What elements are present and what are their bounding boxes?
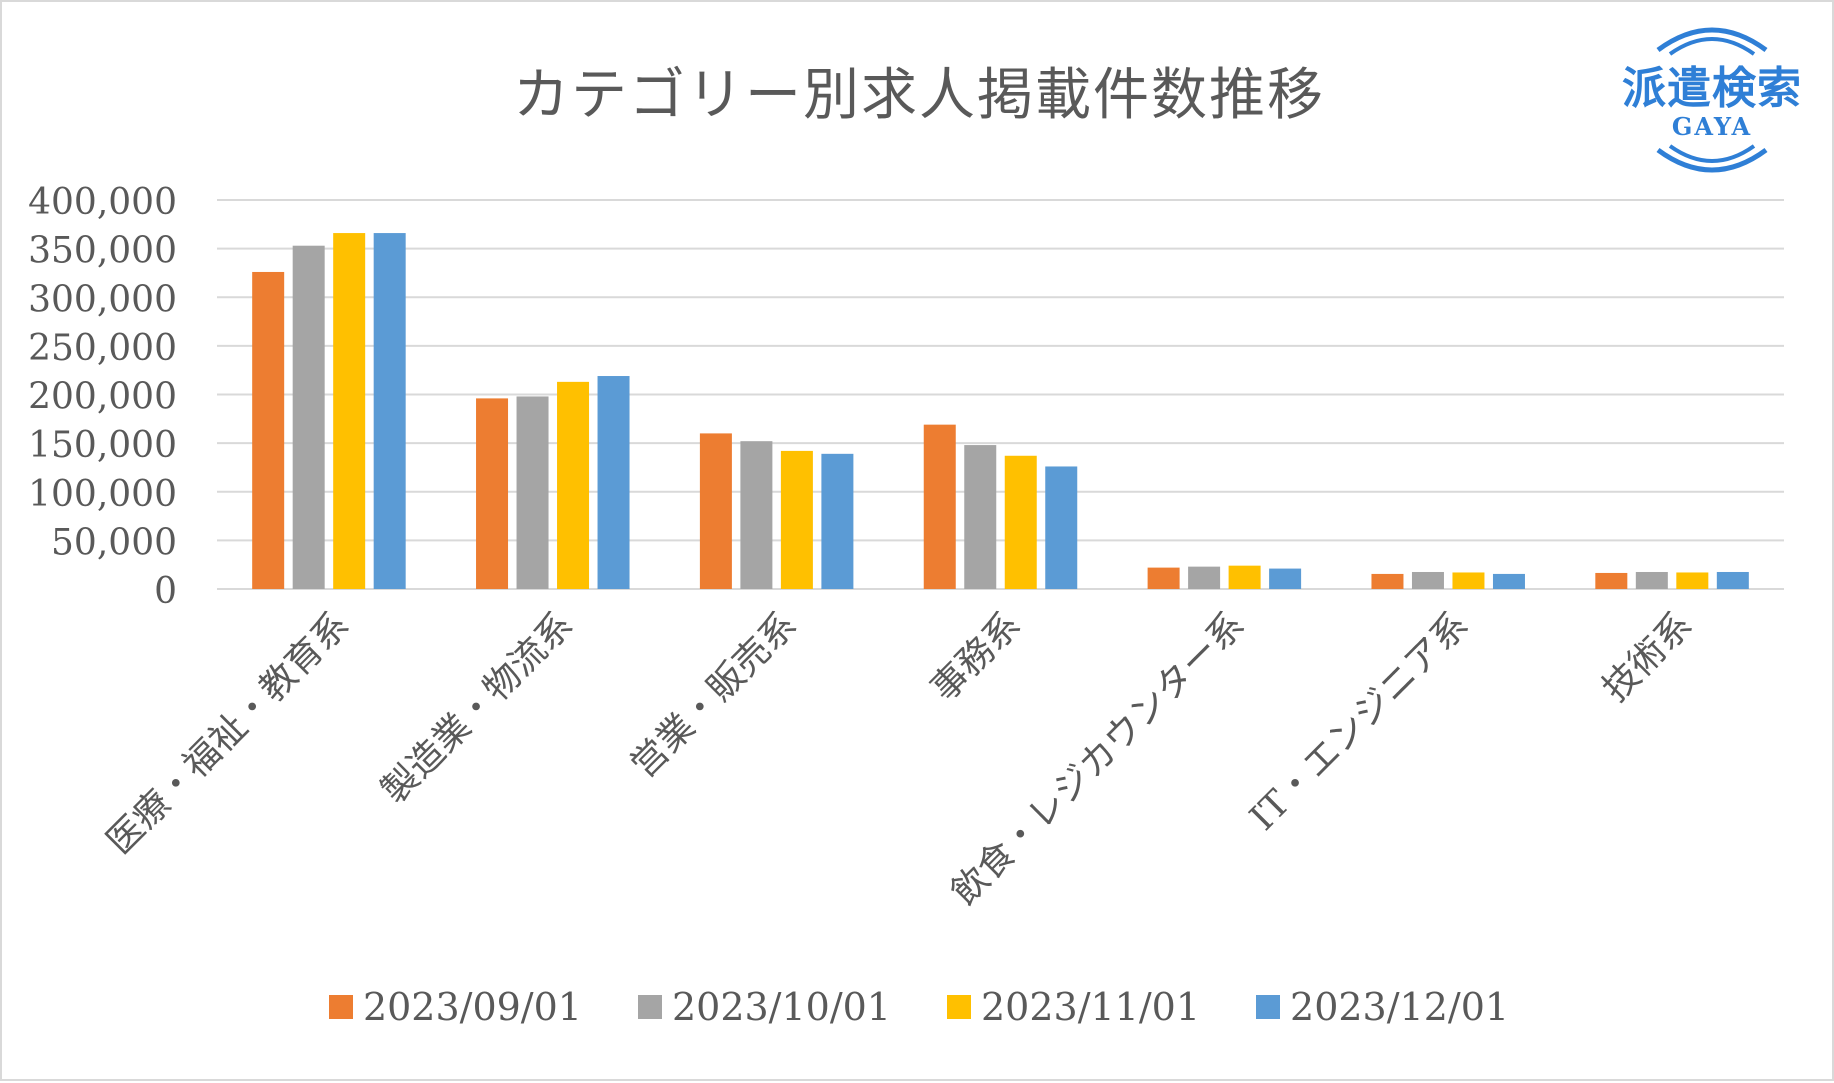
legend-label: 2023/10/01	[671, 985, 891, 1029]
bar	[780, 450, 813, 589]
legend-item: 2023/12/01	[1256, 985, 1509, 1029]
legend-item: 2023/09/01	[328, 985, 582, 1029]
bar	[1635, 571, 1668, 589]
bar	[252, 271, 285, 589]
legend-swatch	[328, 995, 353, 1019]
bar	[1452, 572, 1485, 589]
bar	[476, 398, 509, 589]
bar	[699, 433, 732, 589]
legend-label: 2023/12/01	[1290, 985, 1510, 1029]
y-tick-label: 250,000	[28, 328, 177, 369]
bar	[1228, 565, 1261, 589]
logo-subtext: GAYA	[1671, 112, 1753, 141]
bar	[1676, 572, 1709, 589]
bar	[557, 381, 590, 589]
legend-label: 2023/11/01	[981, 985, 1201, 1029]
x-tick-label: 事務系	[923, 604, 1028, 709]
y-tick-label: 150,000	[28, 425, 177, 466]
y-tick-label: 400,000	[28, 182, 177, 223]
legend: 2023/09/01 2023/10/01 2023/11/01 2023/12/01	[2, 985, 1834, 1029]
y-tick-label: 300,000	[28, 279, 177, 320]
y-tick-label: 200,000	[28, 377, 177, 418]
bar	[1492, 573, 1525, 589]
bar	[516, 396, 549, 589]
bar	[1411, 571, 1444, 589]
x-tick-label: 製造業・物流系	[374, 604, 581, 811]
legend-swatch	[637, 995, 662, 1019]
bar	[1188, 566, 1221, 589]
bar	[821, 453, 854, 589]
bar	[1045, 466, 1078, 589]
bar	[333, 233, 366, 589]
chart-title: カテゴリー別求人掲載件数推移	[513, 63, 1325, 128]
y-tick-label: 350,000	[28, 231, 177, 272]
bar	[1716, 571, 1749, 589]
bar	[964, 445, 997, 589]
bar	[740, 441, 773, 589]
logo-text: 派遣検索	[1622, 63, 1802, 114]
bar	[923, 424, 956, 589]
bar	[1595, 572, 1628, 589]
bar	[1147, 567, 1180, 589]
bar	[1004, 455, 1037, 589]
x-tick-label: 技術系	[1595, 604, 1700, 709]
bar	[597, 376, 630, 589]
bar	[1371, 573, 1404, 589]
legend-swatch	[1256, 995, 1281, 1019]
x-tick-label: IT・エンジニア系	[1242, 604, 1476, 838]
x-tick-label: 医療・福祉・教育系	[99, 604, 357, 862]
logo-arcs	[1656, 27, 1768, 173]
legend-item: 2023/10/01	[637, 985, 891, 1029]
bar	[373, 233, 406, 589]
legend-label: 2023/09/01	[362, 985, 582, 1029]
legend-swatch	[947, 995, 971, 1019]
legend-item: 2023/11/01	[947, 985, 1200, 1029]
x-tick-label: 営業・販売系	[623, 604, 805, 786]
bar	[1269, 568, 1302, 589]
y-tick-label: 50,000	[51, 522, 177, 563]
bar	[292, 245, 325, 589]
y-tick-label: 100,000	[28, 474, 177, 515]
logo: 派遣検索 GAYA	[1612, 12, 1812, 182]
y-tick-label: 0	[154, 571, 177, 612]
